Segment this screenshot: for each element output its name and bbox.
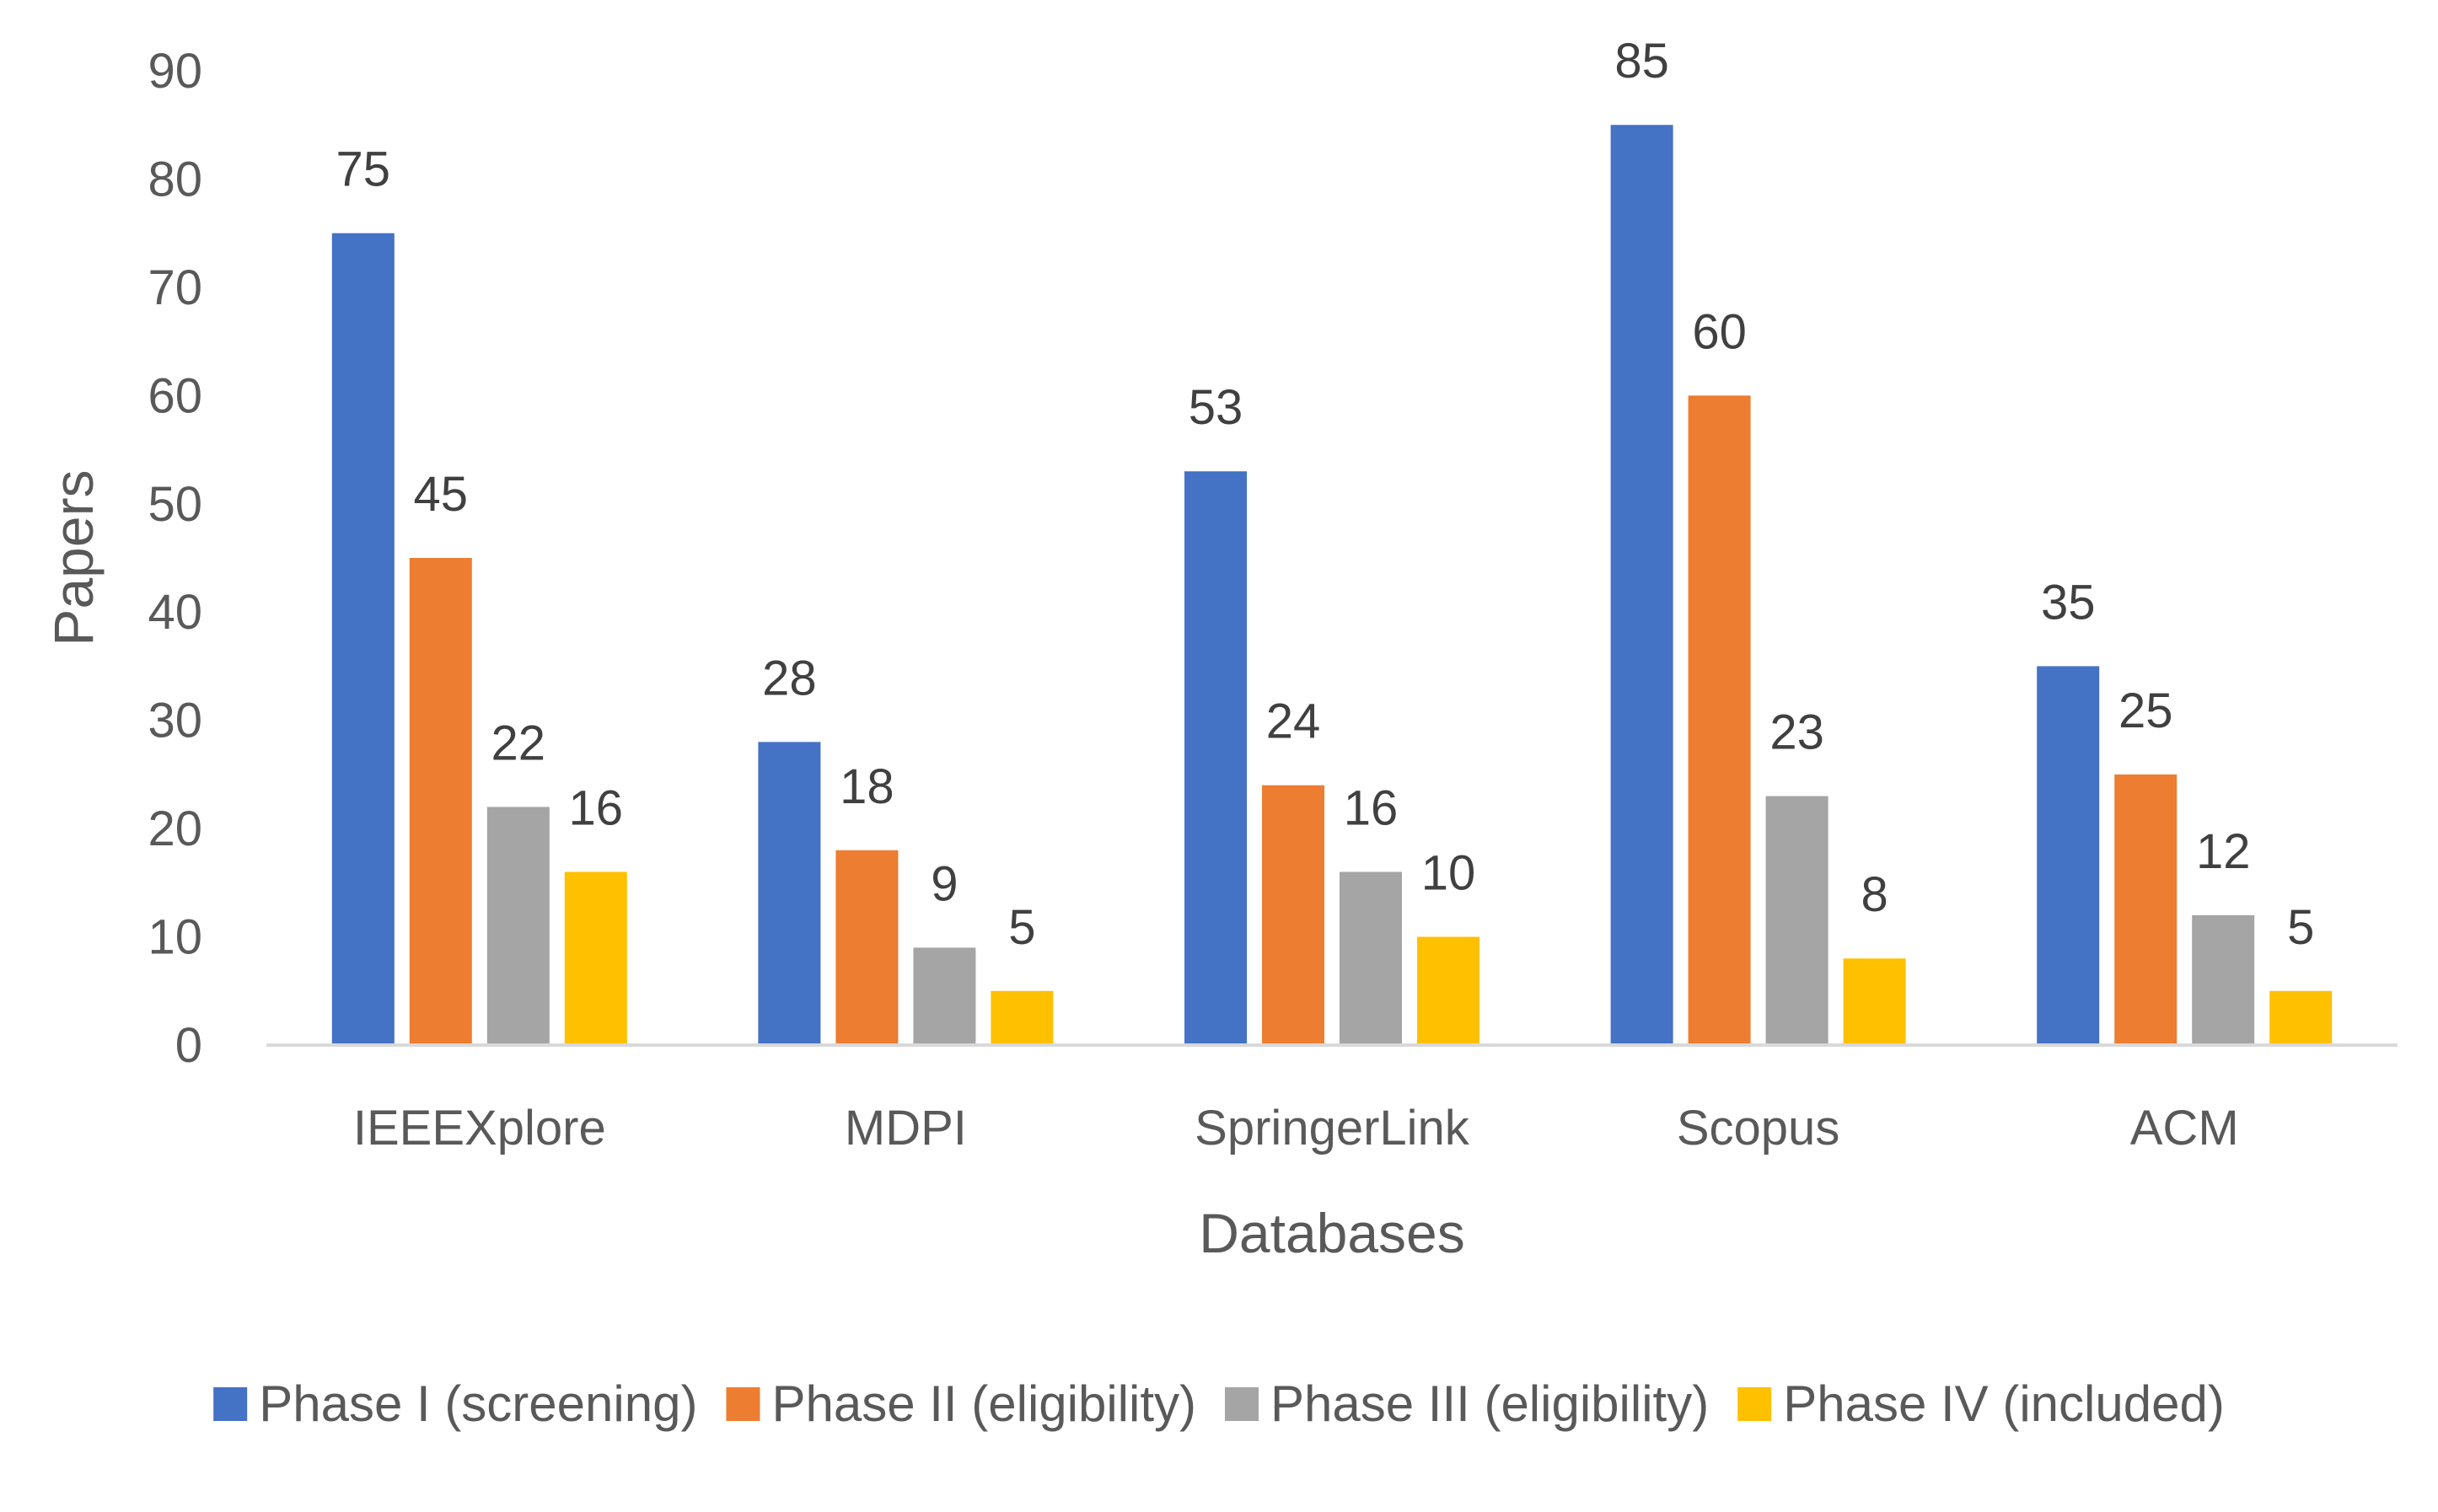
bar xyxy=(1843,958,1906,1045)
y-tick-label: 10 xyxy=(148,910,202,965)
data-label: 12 xyxy=(2196,824,2251,879)
x-category-label: SpringerLink xyxy=(1195,1101,1470,1155)
legend-label: Phase III (eligibility) xyxy=(1270,1375,1709,1432)
bar xyxy=(1262,785,1324,1045)
data-label: 45 xyxy=(414,467,469,522)
data-label: 18 xyxy=(840,759,894,814)
bar xyxy=(1184,471,1247,1045)
data-label: 23 xyxy=(1769,705,1824,760)
bar xyxy=(486,807,550,1045)
data-label: 53 xyxy=(1189,380,1243,435)
bar xyxy=(1765,796,1828,1045)
data-label: 85 xyxy=(1614,34,1669,88)
data-label: 5 xyxy=(1008,900,1035,955)
data-label: 8 xyxy=(1861,867,1888,922)
legend-label: Phase IV (included) xyxy=(1783,1375,2225,1432)
data-label: 25 xyxy=(2118,684,2173,738)
x-category-label: IEEEXplore xyxy=(353,1101,606,1155)
data-label: 9 xyxy=(931,856,958,911)
legend-item: Phase II (eligibility) xyxy=(726,1375,1196,1432)
y-tick-label: 30 xyxy=(148,694,202,748)
x-category-label: Scopus xyxy=(1677,1101,1839,1155)
data-label: 16 xyxy=(569,780,624,835)
y-tick-label: 80 xyxy=(148,152,202,206)
bar xyxy=(2192,914,2255,1045)
bar xyxy=(409,558,472,1045)
bar xyxy=(913,947,976,1045)
data-label: 16 xyxy=(1344,780,1399,835)
y-axis-title: Papers xyxy=(42,469,105,646)
data-label: 35 xyxy=(2041,575,2096,630)
bar xyxy=(835,850,899,1045)
x-category-label: MDPI xyxy=(845,1101,967,1155)
x-axis-categories: IEEEXplore MDPI SpringerLink Scopus ACM xyxy=(353,1101,2239,1155)
legend-label: Phase II (eligibility) xyxy=(771,1375,1196,1432)
legend-swatch xyxy=(1737,1387,1772,1421)
y-tick-label: 70 xyxy=(148,260,202,315)
y-tick-label: 40 xyxy=(148,585,202,640)
legend-swatch xyxy=(213,1387,248,1421)
legend-item: Phase I (screening) xyxy=(213,1375,697,1432)
data-label: 75 xyxy=(336,142,391,197)
data-label: 60 xyxy=(1692,304,1747,359)
bar xyxy=(2037,666,2100,1045)
legend-swatch xyxy=(1224,1387,1259,1421)
x-axis-title: Databases xyxy=(1199,1202,1465,1264)
y-tick-label: 0 xyxy=(175,1018,202,1073)
bar xyxy=(1417,936,1479,1045)
y-tick-label: 20 xyxy=(148,802,202,856)
legend-item: Phase III (eligibility) xyxy=(1224,1375,1709,1432)
y-tick-label: 60 xyxy=(148,368,202,423)
legend-label: Phase I (screening) xyxy=(259,1375,697,1432)
bar-series xyxy=(331,125,2333,1046)
x-category-label: ACM xyxy=(2130,1101,2239,1155)
data-label: 22 xyxy=(491,716,546,770)
y-axis-ticks: 0 10 20 30 40 50 60 70 80 90 xyxy=(148,44,202,1073)
bar xyxy=(1688,395,1751,1045)
data-label: 24 xyxy=(1266,694,1321,749)
data-label: 10 xyxy=(1421,846,1476,901)
y-tick-label: 50 xyxy=(148,477,202,532)
data-label: 5 xyxy=(2287,900,2314,955)
legend: Phase I (screening) Phase II (eligibility… xyxy=(213,1375,2225,1432)
legend-swatch xyxy=(726,1387,760,1421)
bar xyxy=(758,742,821,1045)
bar xyxy=(331,233,395,1046)
bar xyxy=(2269,990,2333,1045)
bar xyxy=(1610,125,1673,1046)
data-label: 28 xyxy=(762,651,817,705)
bar xyxy=(1340,871,1402,1045)
bar xyxy=(2114,774,2178,1045)
legend-item: Phase IV (included) xyxy=(1737,1375,2225,1432)
y-tick-label: 90 xyxy=(148,44,202,99)
bar xyxy=(991,990,1054,1045)
bar xyxy=(564,871,627,1045)
